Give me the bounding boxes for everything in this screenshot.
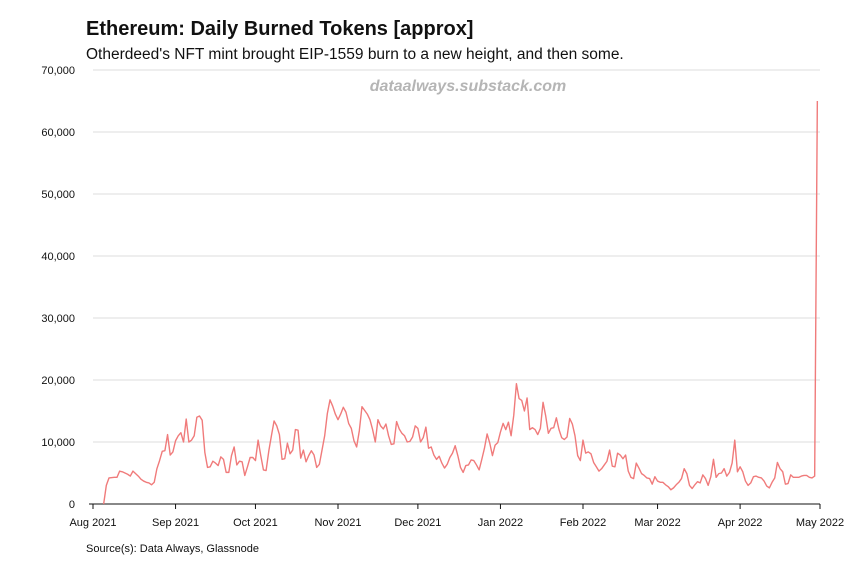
y-tick-label: 60,000 <box>41 127 75 139</box>
series-group <box>102 100 819 505</box>
x-tick-label: Feb 2022 <box>560 517 606 529</box>
series-line <box>102 100 819 505</box>
y-tick-label: 30,000 <box>41 313 75 325</box>
y-tick-label: 20,000 <box>41 375 75 387</box>
x-tick-label: Jan 2022 <box>478 517 523 529</box>
gridlines <box>93 69 820 443</box>
chart-subtitle: Otherdeed's NFT mint brought EIP-1559 bu… <box>86 46 624 63</box>
y-tick-label: 0 <box>69 499 75 511</box>
chart-title: Ethereum: Daily Burned Tokens [approx] <box>86 18 474 40</box>
y-tick-label: 70,000 <box>41 65 75 77</box>
x-tick-label: May 2022 <box>796 517 844 529</box>
watermark-text: dataalways.substack.com <box>370 78 567 95</box>
x-tick-label: Nov 2021 <box>314 517 361 529</box>
y-tick-label: 40,000 <box>41 251 75 263</box>
x-tick-label: Aug 2021 <box>69 517 116 529</box>
x-tick-label: Oct 2021 <box>233 517 278 529</box>
x-tick-label: Sep 2021 <box>152 517 199 529</box>
x-tick-label: Apr 2022 <box>718 517 763 529</box>
x-tick-label: Dec 2021 <box>394 517 441 529</box>
axes: 0 10,000 20,000 30,000 40,000 50,000 60,000 70,… <box>41 65 844 529</box>
x-tick-label: Mar 2022 <box>634 517 680 529</box>
y-tick-label: 50,000 <box>41 189 75 201</box>
y-tick-label: 10,000 <box>41 437 75 449</box>
source-note: Source(s): Data Always, Glassnode <box>86 543 260 555</box>
